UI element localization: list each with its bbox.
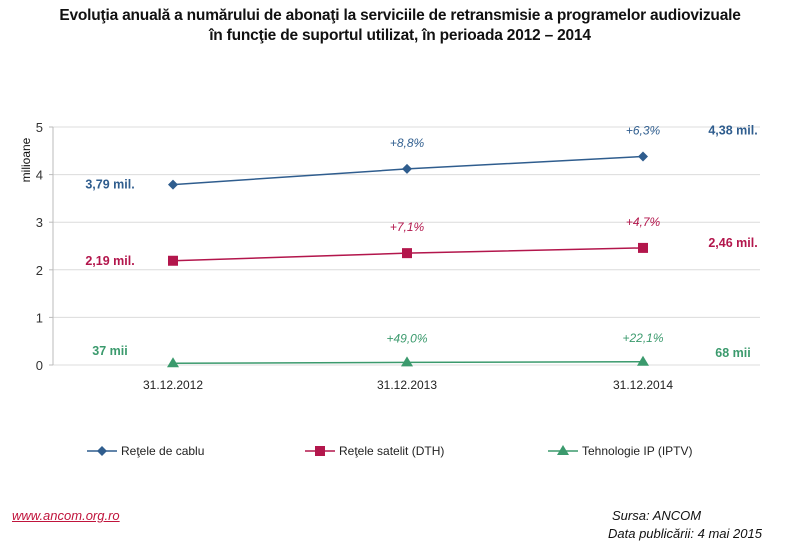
data-point xyxy=(401,356,413,367)
legend-marker xyxy=(97,446,107,456)
website-link[interactable]: www.ancom.org.ro xyxy=(12,508,120,523)
y-tick-label: 3 xyxy=(36,215,43,230)
data-point xyxy=(402,163,412,174)
legend-marker xyxy=(315,446,325,456)
legend-label: Tehnologie IP (IPTV) xyxy=(582,444,693,458)
title-line-2: în funcţie de suportul utilizat, în peri… xyxy=(209,27,591,44)
x-tick-label: 31.12.2012 xyxy=(143,378,203,392)
growth-label: +7,1% xyxy=(390,220,425,234)
data-point xyxy=(638,242,648,253)
y-tick-label: 0 xyxy=(36,358,43,373)
x-tick-label: 31.12.2014 xyxy=(613,378,673,392)
data-point xyxy=(168,179,178,190)
end-value-label: 4,38 mil. xyxy=(708,124,757,138)
source-note: Sursa: ANCOM xyxy=(612,508,702,523)
end-value-label: 2,46 mil. xyxy=(708,236,757,250)
data-point xyxy=(167,357,179,368)
title-line-1: Evoluţia anuală a numărului de abonaţi l… xyxy=(59,7,741,24)
growth-label: +49,0% xyxy=(386,331,427,345)
y-tick-label: 5 xyxy=(36,120,43,135)
growth-label: +6,3% xyxy=(626,124,661,138)
publication-date: Data publicării: 4 mai 2015 xyxy=(608,526,762,541)
data-point xyxy=(638,151,648,162)
legend-label: Reţele de cablu xyxy=(121,444,204,458)
growth-label: +22,1% xyxy=(622,331,663,345)
chart-title: Evoluţia anuală a numărului de abonaţi l… xyxy=(0,6,800,46)
growth-label: +4,7% xyxy=(626,215,661,229)
start-value-label: 37 mii xyxy=(92,344,127,358)
legend-label: Reţele satelit (DTH) xyxy=(339,444,444,458)
legend-marker xyxy=(557,445,569,455)
start-value-label: 2,19 mil. xyxy=(85,254,134,268)
growth-label: +8,8% xyxy=(390,136,425,150)
x-tick-label: 31.12.2013 xyxy=(377,378,437,392)
end-value-label: 68 mii xyxy=(715,346,750,360)
start-value-label: 3,79 mil. xyxy=(85,178,134,192)
data-point xyxy=(637,355,649,366)
y-tick-label: 4 xyxy=(36,168,43,183)
data-point xyxy=(168,255,178,266)
y-axis-label: milioane xyxy=(19,137,33,182)
y-tick-label: 1 xyxy=(36,310,43,325)
data-point xyxy=(402,248,412,259)
y-tick-label: 2 xyxy=(36,263,43,278)
